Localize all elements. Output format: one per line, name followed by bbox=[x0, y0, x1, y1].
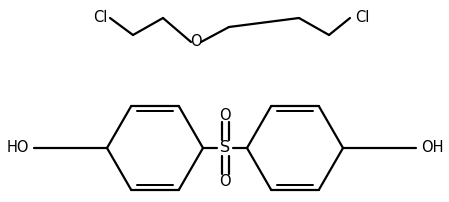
Text: S: S bbox=[220, 141, 230, 156]
Text: OH: OH bbox=[421, 141, 443, 156]
Text: O: O bbox=[219, 107, 231, 122]
Text: HO: HO bbox=[7, 141, 29, 156]
Text: O: O bbox=[190, 35, 202, 49]
Text: O: O bbox=[219, 174, 231, 188]
Text: Cl: Cl bbox=[355, 11, 369, 25]
Text: Cl: Cl bbox=[93, 11, 107, 25]
